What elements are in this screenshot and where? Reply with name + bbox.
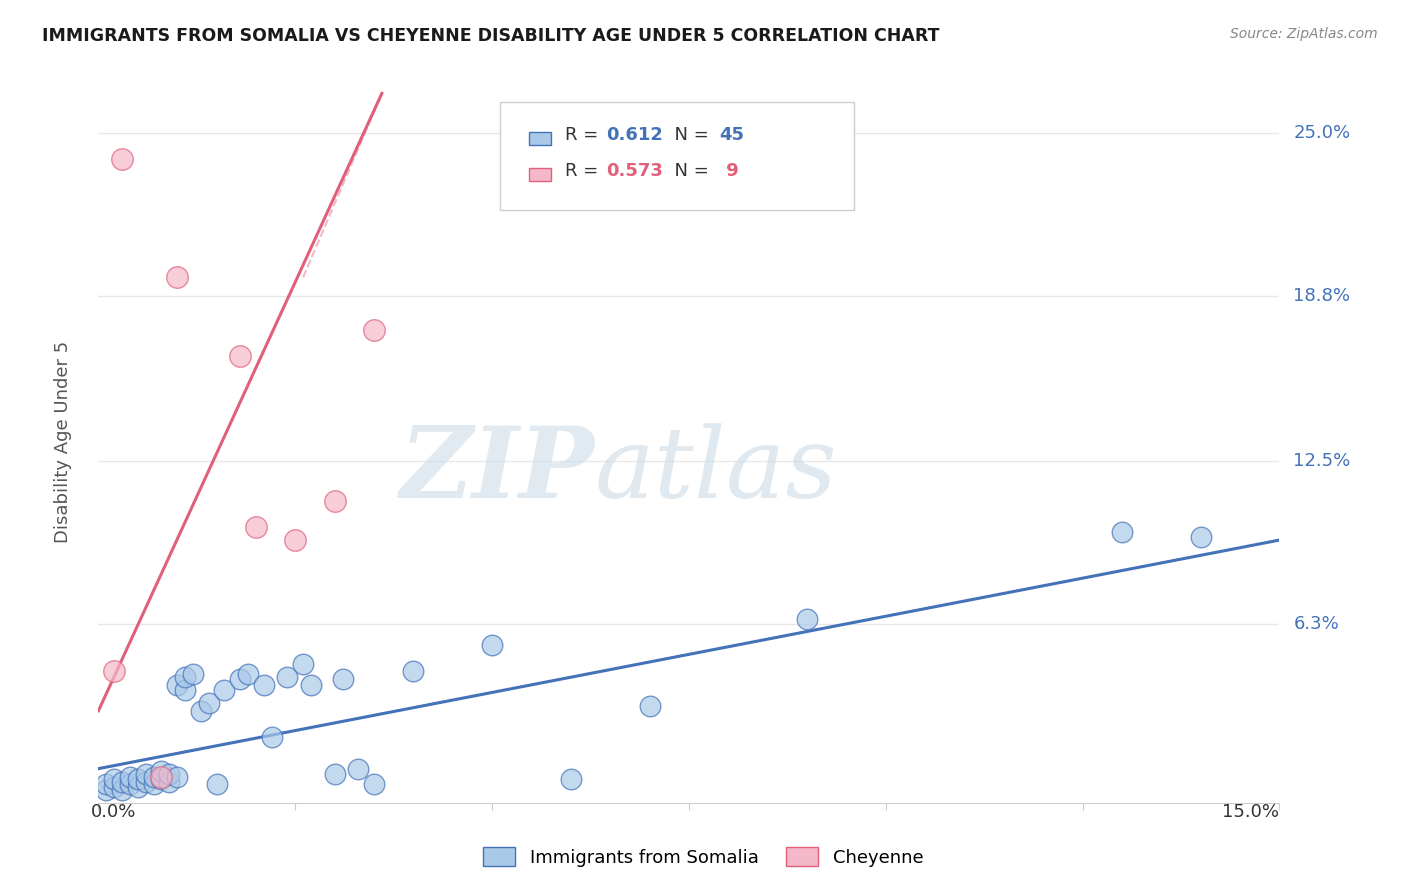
Text: 0.0%: 0.0% <box>90 803 136 821</box>
Point <box>181 667 204 681</box>
Point <box>363 323 385 337</box>
Point <box>363 777 385 791</box>
Text: 9: 9 <box>720 162 738 180</box>
Point <box>127 772 149 786</box>
Point <box>166 770 188 784</box>
Point <box>197 696 219 710</box>
Text: IMMIGRANTS FROM SOMALIA VS CHEYENNE DISABILITY AGE UNDER 5 CORRELATION CHART: IMMIGRANTS FROM SOMALIA VS CHEYENNE DISA… <box>42 27 939 45</box>
Point <box>103 780 125 794</box>
Point <box>260 730 283 744</box>
Text: 15.0%: 15.0% <box>1222 803 1279 821</box>
Point <box>214 682 236 697</box>
FancyBboxPatch shape <box>530 168 551 181</box>
Point <box>166 270 188 285</box>
Point <box>103 665 125 679</box>
Point <box>157 767 180 781</box>
Point <box>299 677 322 691</box>
Point <box>347 762 370 776</box>
Point <box>323 493 346 508</box>
Point <box>150 772 173 786</box>
FancyBboxPatch shape <box>530 132 551 145</box>
Point <box>245 520 267 534</box>
Point <box>174 670 197 684</box>
Point <box>127 780 149 794</box>
Point <box>292 657 315 671</box>
Point <box>1189 531 1212 545</box>
Point <box>190 704 212 718</box>
Text: N =: N = <box>664 126 714 144</box>
Point <box>323 767 346 781</box>
Point <box>236 667 259 681</box>
Point <box>111 152 134 166</box>
Point <box>103 772 125 786</box>
Point <box>135 774 157 789</box>
Text: 0.612: 0.612 <box>606 126 664 144</box>
Text: Source: ZipAtlas.com: Source: ZipAtlas.com <box>1230 27 1378 41</box>
Text: R =: R = <box>565 162 605 180</box>
Text: 0.573: 0.573 <box>606 162 664 180</box>
Text: atlas: atlas <box>595 423 837 518</box>
Text: N =: N = <box>664 162 714 180</box>
Point <box>205 777 228 791</box>
Point <box>402 665 425 679</box>
Text: ZIP: ZIP <box>399 422 595 518</box>
Point <box>174 682 197 697</box>
Point <box>253 677 276 691</box>
Point <box>276 670 298 684</box>
Point <box>96 777 118 791</box>
Point <box>796 612 818 626</box>
Point <box>481 638 503 652</box>
Point <box>157 774 180 789</box>
Point <box>150 770 173 784</box>
Text: R =: R = <box>565 126 605 144</box>
Y-axis label: Disability Age Under 5: Disability Age Under 5 <box>53 341 72 542</box>
Point <box>142 777 165 791</box>
Point <box>560 772 582 786</box>
Text: 25.0%: 25.0% <box>1294 124 1351 142</box>
Text: 45: 45 <box>720 126 745 144</box>
Point <box>118 777 141 791</box>
Point <box>135 767 157 781</box>
Text: 6.3%: 6.3% <box>1294 615 1339 633</box>
Point <box>96 782 118 797</box>
Point <box>229 673 252 687</box>
FancyBboxPatch shape <box>501 102 855 211</box>
Point <box>229 349 252 363</box>
Point <box>111 774 134 789</box>
Legend: Immigrants from Somalia, Cheyenne: Immigrants from Somalia, Cheyenne <box>475 840 931 874</box>
Text: 18.8%: 18.8% <box>1294 286 1350 305</box>
Point <box>166 677 188 691</box>
Point <box>638 698 661 713</box>
Point <box>284 533 307 547</box>
Point <box>142 770 165 784</box>
Text: 12.5%: 12.5% <box>1294 452 1351 470</box>
Point <box>332 673 354 687</box>
Point <box>1111 525 1133 540</box>
Point <box>118 770 141 784</box>
Point <box>111 782 134 797</box>
Point <box>150 764 173 779</box>
